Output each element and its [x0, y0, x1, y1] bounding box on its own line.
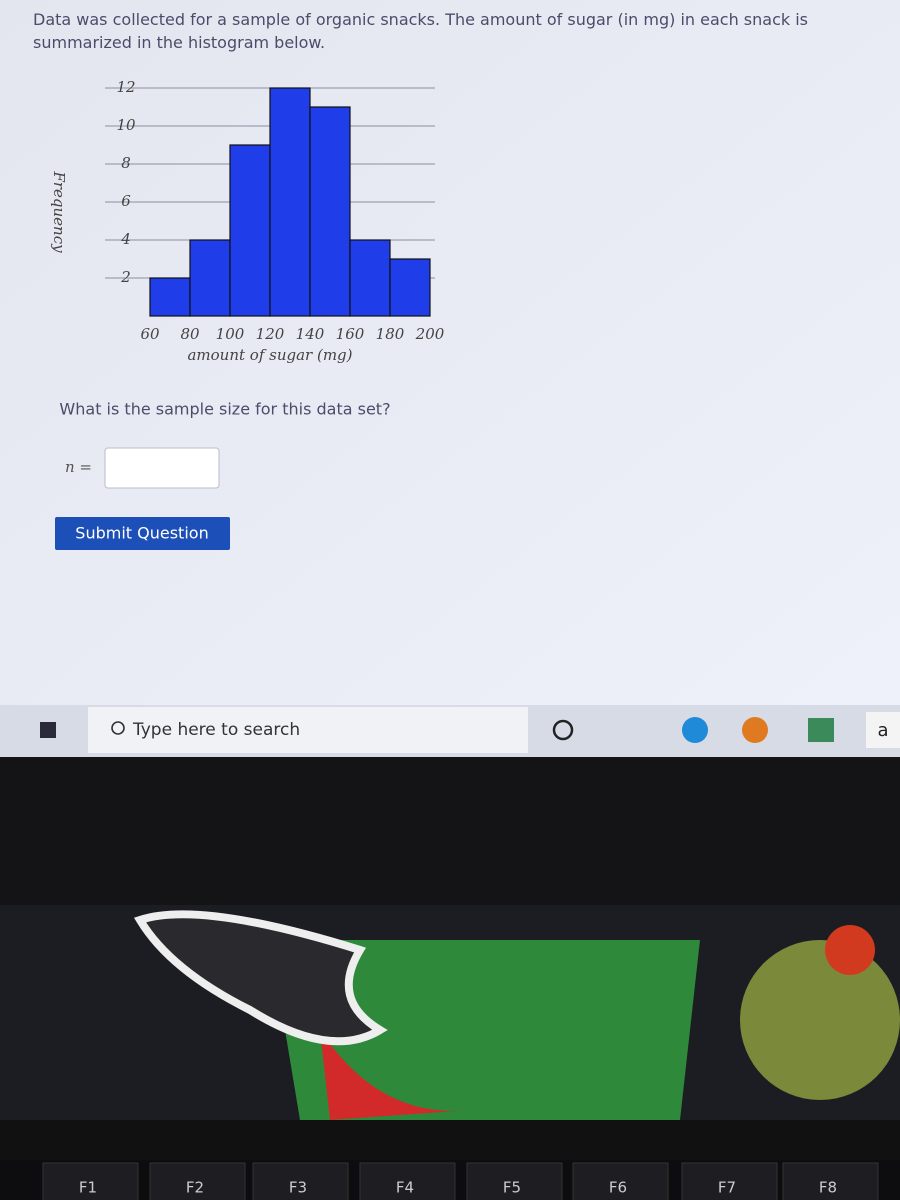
- x-tick-label: 80: [180, 325, 200, 343]
- submit-button[interactable]: [55, 517, 230, 550]
- function-key: [359, 1162, 456, 1200]
- bar: [229, 144, 271, 317]
- bar: [189, 239, 231, 317]
- y-axis-title: Frequency: [50, 170, 68, 253]
- bar: [389, 258, 431, 317]
- function-key: [681, 1162, 778, 1200]
- function-key-label: F2: [186, 1179, 204, 1197]
- function-key: [572, 1162, 669, 1200]
- bar: [349, 239, 391, 317]
- y-tick-label: 8: [121, 154, 131, 172]
- function-key: [782, 1162, 879, 1200]
- function-key: [149, 1162, 246, 1200]
- y-tick-label: 4: [120, 230, 131, 248]
- search-icon: [111, 721, 125, 735]
- y-tick-label: 6: [121, 192, 131, 210]
- app-letter: a: [877, 720, 888, 741]
- x-tick-label: 140: [296, 325, 325, 343]
- x-tick-label: 180: [376, 325, 405, 343]
- answer-label: n =: [65, 458, 92, 476]
- x-tick-label: 60: [140, 325, 160, 343]
- function-key-label: F1: [79, 1179, 97, 1197]
- windows-logo: [40, 722, 56, 738]
- function-key: [466, 1162, 563, 1200]
- function-keys: F1 F2 F3 F4 F5 F6 F7 F8: [42, 1162, 879, 1200]
- function-key: [252, 1162, 349, 1200]
- sticker: [270, 940, 700, 1120]
- function-key-label: F6: [609, 1179, 627, 1197]
- submit-button-label: Submit Question: [75, 524, 208, 543]
- bar: [149, 277, 191, 317]
- answer-input[interactable]: [104, 447, 220, 489]
- y-tick-label: 12: [116, 78, 135, 96]
- frog-eye: [825, 925, 875, 975]
- y-tick-label: 2: [120, 268, 131, 286]
- screen: [0, 0, 900, 705]
- search-box[interactable]: [88, 707, 528, 753]
- y-tick-label: 10: [116, 116, 136, 134]
- question: Data was collected for a sample of organ…: [33, 10, 808, 52]
- firefox-icon[interactable]: [742, 717, 768, 743]
- sticker-swirl: [134, 910, 388, 1046]
- function-key-label: F3: [289, 1179, 307, 1197]
- function-key: [42, 1162, 139, 1200]
- function-key-label: F4: [396, 1179, 414, 1197]
- function-key-label: F8: [819, 1179, 837, 1197]
- x-tick-label: 200: [415, 325, 445, 343]
- frog-sticker: [740, 940, 900, 1100]
- function-key-label: F7: [718, 1179, 736, 1197]
- sticker-red: [320, 1030, 470, 1120]
- prompt: What is the sample size for this data se…: [59, 400, 390, 419]
- search-placeholder: Type here to search: [132, 720, 300, 740]
- store-icon[interactable]: [808, 718, 834, 742]
- bar: [309, 106, 351, 317]
- x-tick-label: 120: [256, 325, 285, 343]
- bar: [269, 87, 311, 317]
- x-tick-label: 160: [336, 325, 365, 343]
- edge-icon[interactable]: [682, 717, 708, 743]
- x-axis-title: amount of sugar (mg): [187, 346, 352, 364]
- cortana-icon[interactable]: [552, 719, 574, 741]
- function-key-label: F5: [503, 1179, 521, 1197]
- app-icon[interactable]: [866, 712, 900, 748]
- x-tick-label: 100: [216, 325, 245, 343]
- laptop-bezel: [0, 757, 900, 917]
- histogram: 2 4 6 8 10 12 60 80 100 120 140 160 180 200 amount of …: [50, 78, 445, 364]
